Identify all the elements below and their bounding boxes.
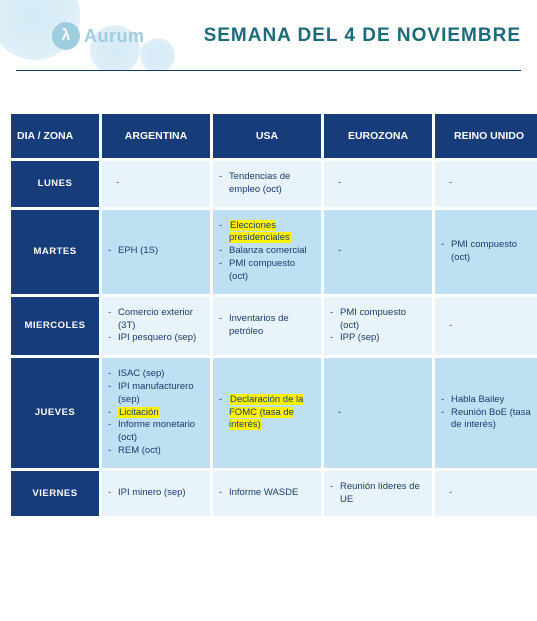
table-row: LUNES-Tendencias de empleo (oct)--	[11, 161, 537, 207]
highlighted-event: Declaración de la FOMC (tasa de interés)	[229, 394, 303, 431]
event-item: Tendencias de empleo (oct)	[217, 171, 315, 197]
calendar-cell: -	[324, 358, 432, 468]
divider	[16, 70, 521, 71]
calendar-cell: PMI compuesto (oct)	[435, 210, 537, 294]
event-list: Declaración de la FOMC (tasa de interés)	[217, 394, 315, 432]
event-list: ISAC (sep)IPI manufacturero (sep)Licitac…	[106, 368, 204, 458]
calendar-cell: Inventarios de petróleo	[213, 297, 321, 355]
col-header-argentina: ARGENTINA	[102, 114, 210, 158]
calendar-cell: Reunión líderes de UE	[324, 471, 432, 517]
calendar-cell: EPH (1S)	[102, 210, 210, 294]
event-list: Inventarios de petróleo	[217, 313, 315, 339]
empty-dash: -	[328, 407, 426, 420]
page-title: SEMANA DEL 4 DE NOVIEMBRE	[204, 25, 521, 47]
empty-dash: -	[328, 177, 426, 190]
event-list: Informe WASDE	[217, 487, 315, 500]
empty-dash: -	[328, 245, 426, 258]
event-item: Informe WASDE	[217, 487, 315, 500]
empty-dash: -	[439, 177, 537, 190]
event-list: Elecciones presidencialesBalanza comerci…	[217, 220, 315, 284]
col-header-reino-unido: REINO UNIDO	[435, 114, 537, 158]
calendar-cell: Tendencias de empleo (oct)	[213, 161, 321, 207]
empty-dash: -	[439, 320, 537, 333]
event-item: IPI pesquero (sep)	[106, 332, 204, 345]
event-item: Informe monetario (oct)	[106, 419, 204, 445]
table-row: VIERNES IPI minero (sep) Informe WASDE Reun…	[11, 471, 537, 517]
col-header-usa: USA	[213, 114, 321, 158]
event-list: Habla BaileyReunión BoE (tasa de interés…	[439, 394, 537, 432]
day-label: VIERNES	[11, 471, 99, 517]
event-item: PMI compuesto (oct)	[328, 307, 426, 333]
calendar-cell: -	[435, 297, 537, 355]
table-row: JUEVESISAC (sep)IPI manufacturero (sep)L…	[11, 358, 537, 468]
calendar-cell: Habla BaileyReunión BoE (tasa de interés…	[435, 358, 537, 468]
event-item: Licitación	[106, 407, 204, 420]
event-list: Comercio exterior (3T)IPI pesquero (sep)	[106, 307, 204, 345]
calendar-cell: -	[324, 161, 432, 207]
calendar-cell: -	[435, 471, 537, 517]
event-item: PMI compuesto (oct)	[217, 258, 315, 284]
event-item: ISAC (sep)	[106, 368, 204, 381]
day-label: LUNES	[11, 161, 99, 207]
event-item: PMI compuesto (oct)	[439, 239, 537, 265]
event-list: Reunión líderes de UE	[328, 481, 426, 507]
calendar-cell: -	[435, 161, 537, 207]
brand-name: Aurum	[84, 26, 145, 47]
event-item: Elecciones presidenciales	[217, 220, 315, 246]
table-row: MARTES EPH (1S) Elecciones presidencialesB…	[11, 210, 537, 294]
event-list: IPI minero (sep)	[106, 487, 204, 500]
day-label: MARTES	[11, 210, 99, 294]
weekly-calendar-table: DIA / ZONA ARGENTINA USA EUROZONA REINO …	[8, 111, 537, 519]
header: λ Aurum SEMANA DEL 4 DE NOVIEMBRE	[0, 0, 537, 70]
day-label: JUEVES	[11, 358, 99, 468]
table-header-row: DIA / ZONA ARGENTINA USA EUROZONA REINO …	[11, 114, 537, 158]
calendar-cell: IPI minero (sep)	[102, 471, 210, 517]
event-item: REM (oct)	[106, 445, 204, 458]
table-row: MIERCOLESComercio exterior (3T)IPI pesqu…	[11, 297, 537, 355]
event-item: Inventarios de petróleo	[217, 313, 315, 339]
calendar-cell: Informe WASDE	[213, 471, 321, 517]
event-item: EPH (1S)	[106, 245, 204, 258]
event-item: IPP (sep)	[328, 332, 426, 345]
event-list: PMI compuesto (oct)	[439, 239, 537, 265]
logo-mark-icon: λ	[52, 22, 80, 50]
event-item: Reunión BoE (tasa de interés)	[439, 407, 537, 433]
empty-dash: -	[439, 487, 537, 500]
event-item: IPI manufacturero (sep)	[106, 381, 204, 407]
event-item: Reunión líderes de UE	[328, 481, 426, 507]
day-label: MIERCOLES	[11, 297, 99, 355]
col-header-dayzone: DIA / ZONA	[11, 114, 99, 158]
col-header-eurozona: EUROZONA	[324, 114, 432, 158]
decorative-blob	[140, 38, 175, 70]
event-list: PMI compuesto (oct)IPP (sep)	[328, 307, 426, 345]
highlighted-event: Licitación	[118, 407, 160, 418]
brand-logo: λ Aurum	[52, 22, 145, 50]
event-list: Tendencias de empleo (oct)	[217, 171, 315, 197]
event-item: Declaración de la FOMC (tasa de interés)	[217, 394, 315, 432]
calendar-cell: -	[324, 210, 432, 294]
empty-dash: -	[106, 177, 204, 190]
event-item: IPI minero (sep)	[106, 487, 204, 500]
calendar-cell: Elecciones presidencialesBalanza comerci…	[213, 210, 321, 294]
event-item: Balanza comercial	[217, 245, 315, 258]
calendar-cell: PMI compuesto (oct)IPP (sep)	[324, 297, 432, 355]
calendar-cell: -	[102, 161, 210, 207]
calendar-cell: Comercio exterior (3T)IPI pesquero (sep)	[102, 297, 210, 355]
event-list: EPH (1S)	[106, 245, 204, 258]
event-item: Comercio exterior (3T)	[106, 307, 204, 333]
highlighted-event: Elecciones presidenciales	[229, 220, 291, 244]
calendar-cell: Declaración de la FOMC (tasa de interés)	[213, 358, 321, 468]
calendar-cell: ISAC (sep)IPI manufacturero (sep)Licitac…	[102, 358, 210, 468]
event-item: Habla Bailey	[439, 394, 537, 407]
